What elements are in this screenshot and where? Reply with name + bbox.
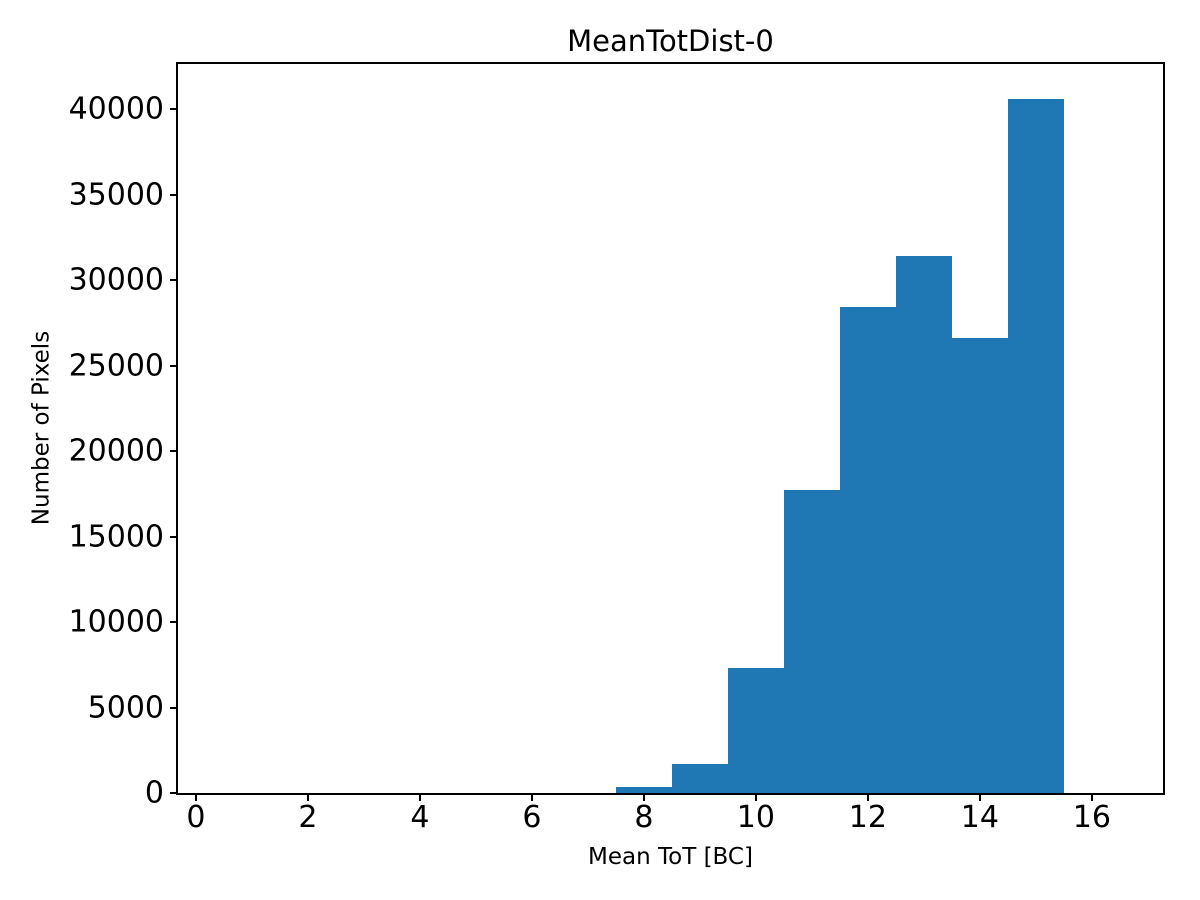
x-tick-label: 8 [634,800,654,835]
y-tick-mark [170,193,178,196]
plot-area [178,64,1163,793]
x-tick-mark [866,793,869,801]
y-tick-mark [170,792,178,794]
y-tick-mark [170,364,178,367]
x-tick-label: 6 [522,800,542,835]
y-tick-mark [170,108,178,111]
histogram-bar [839,307,896,793]
histogram-bar [727,668,784,793]
y-tick-mark [170,450,178,453]
x-tick-label: 12 [848,800,887,835]
x-tick-label: 2 [298,800,318,835]
y-tick-label: 25000 [68,348,164,384]
histogram-bar [951,338,1008,793]
y-tick-label: 20000 [68,433,164,469]
y-tick-label: 40000 [68,91,164,127]
x-tick-mark [530,793,533,801]
x-tick-label: 4 [410,800,430,835]
x-tick-label: 16 [1072,800,1111,835]
histogram-bar [671,763,728,793]
x-tick-mark [754,793,757,801]
y-tick-label: 5000 [87,690,164,726]
x-tick-mark [194,793,197,801]
x-tick-mark [418,793,421,801]
x-tick-mark [1090,793,1093,801]
histogram-bar [783,490,840,793]
y-tick-label: 35000 [68,177,164,213]
y-tick-mark [170,621,178,624]
histogram-bar [895,256,952,793]
x-tick-label: 10 [736,800,775,835]
y-tick-label: 0 [144,775,164,811]
y-tick-mark [170,535,178,538]
histogram-bar [1007,98,1064,793]
x-tick-mark [978,793,981,801]
histogram-bar [615,787,672,793]
y-tick-mark [170,279,178,282]
x-axis-label: Mean ToT [BC] [588,844,753,870]
chart-title: MeanTotDist-0 [567,24,774,58]
x-tick-mark [306,793,309,801]
x-tick-label: 0 [186,800,206,835]
y-tick-mark [170,706,178,709]
y-tick-label: 10000 [68,604,164,640]
x-tick-mark [642,793,645,801]
x-tick-label: 14 [960,800,999,835]
y-tick-label: 15000 [68,519,164,555]
y-axis-label: Number of Pixels [28,330,55,526]
y-tick-label: 30000 [68,262,164,298]
